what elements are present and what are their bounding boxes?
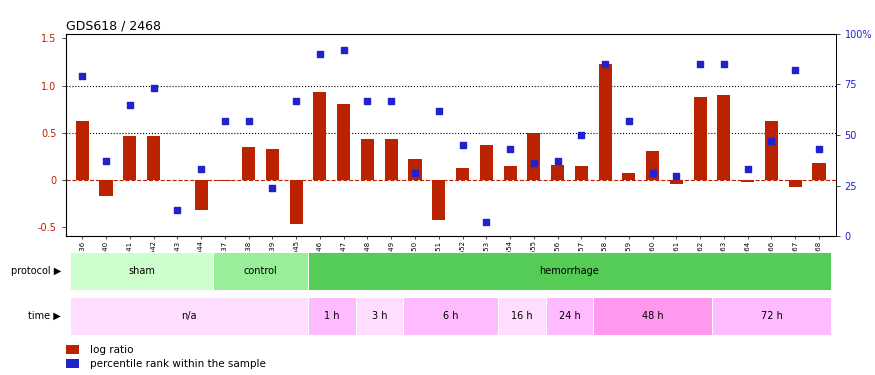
Bar — [313, 92, 326, 180]
Text: log ratio: log ratio — [90, 345, 134, 355]
Bar — [813, 163, 825, 180]
Point — [669, 172, 683, 178]
Point — [574, 132, 588, 138]
Point — [717, 61, 731, 67]
Bar — [219, 180, 231, 181]
Bar — [528, 133, 541, 180]
Point — [550, 158, 564, 164]
Point — [360, 98, 374, 104]
Point — [171, 207, 185, 213]
Bar — [598, 64, 612, 180]
Bar — [385, 139, 398, 180]
Text: 48 h: 48 h — [642, 311, 663, 321]
Text: protocol ▶: protocol ▶ — [11, 266, 61, 276]
Text: sham: sham — [129, 266, 155, 276]
Bar — [308, 252, 831, 290]
Bar — [593, 297, 712, 335]
Text: 24 h: 24 h — [558, 311, 580, 321]
Text: percentile rank within the sample: percentile rank within the sample — [90, 358, 266, 369]
Bar — [498, 297, 546, 335]
Bar — [718, 95, 731, 180]
Bar — [546, 297, 593, 335]
Point — [265, 184, 279, 190]
Bar — [694, 97, 707, 180]
Text: 3 h: 3 h — [372, 311, 387, 321]
Point — [527, 160, 541, 166]
Bar — [290, 180, 303, 224]
Point — [812, 146, 826, 152]
Text: control: control — [243, 266, 277, 276]
Point — [693, 61, 707, 67]
Bar — [575, 166, 588, 180]
Text: hemorrhage: hemorrhage — [540, 266, 599, 276]
Point — [146, 86, 160, 92]
Point — [99, 158, 113, 164]
Point — [408, 171, 422, 177]
Point — [123, 102, 136, 108]
Text: time ▶: time ▶ — [29, 311, 61, 321]
Bar — [670, 180, 682, 184]
Bar — [242, 147, 256, 180]
Bar — [646, 152, 659, 180]
Point — [456, 142, 470, 148]
Bar — [70, 297, 308, 335]
Bar — [147, 136, 160, 180]
Bar — [741, 180, 754, 182]
Bar — [765, 122, 778, 180]
Point — [741, 166, 755, 172]
Point — [218, 118, 232, 124]
Point — [194, 166, 208, 172]
Bar — [712, 297, 831, 335]
Bar — [70, 252, 213, 290]
Bar — [66, 359, 80, 368]
Bar — [456, 168, 469, 180]
Point — [646, 171, 660, 177]
Point — [289, 98, 303, 104]
Point — [242, 118, 256, 124]
Bar — [266, 148, 279, 180]
Text: GDS618 / 2468: GDS618 / 2468 — [66, 20, 161, 33]
Bar — [123, 136, 136, 180]
Text: 1 h: 1 h — [324, 311, 340, 321]
Point — [765, 138, 779, 144]
Point — [480, 219, 494, 225]
Bar — [480, 145, 493, 180]
Bar — [194, 180, 207, 210]
Bar — [432, 180, 445, 220]
Text: 72 h: 72 h — [760, 311, 782, 321]
Point — [503, 146, 517, 152]
Bar — [403, 297, 498, 335]
Bar — [66, 345, 80, 354]
Bar — [503, 166, 516, 180]
Point — [75, 73, 89, 79]
Bar — [409, 159, 422, 180]
Text: 16 h: 16 h — [511, 311, 533, 321]
Point — [598, 61, 612, 67]
Bar — [355, 297, 403, 335]
Point — [788, 67, 802, 73]
Point — [384, 98, 398, 104]
Point — [622, 118, 636, 124]
Text: n/a: n/a — [181, 311, 197, 321]
Point — [313, 51, 327, 57]
Bar — [100, 180, 113, 196]
Bar — [213, 252, 308, 290]
Bar — [622, 173, 635, 180]
Bar — [337, 104, 350, 180]
Bar — [76, 122, 88, 180]
Text: 6 h: 6 h — [443, 311, 458, 321]
Bar — [360, 139, 374, 180]
Bar — [308, 297, 355, 335]
Point — [431, 108, 445, 114]
Bar — [551, 165, 564, 180]
Point — [337, 47, 351, 53]
Bar — [788, 180, 802, 187]
